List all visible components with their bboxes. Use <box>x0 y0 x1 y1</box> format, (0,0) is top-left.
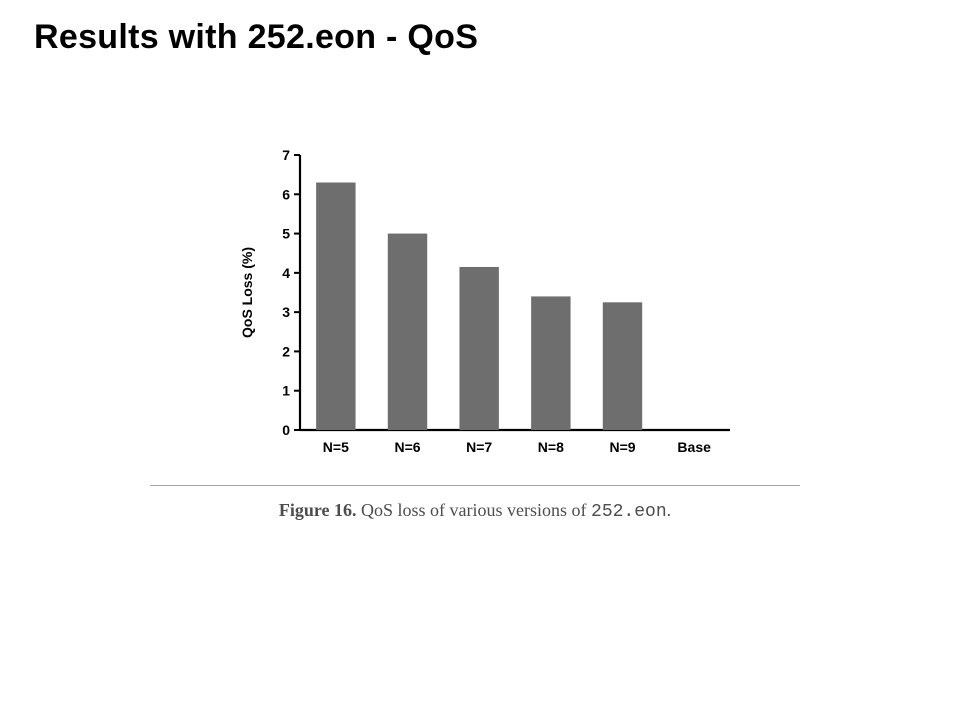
svg-text:1: 1 <box>282 383 290 399</box>
svg-text:4: 4 <box>282 265 290 281</box>
svg-text:5: 5 <box>282 226 290 242</box>
figure-caption: Figure 16. QoS loss of various versions … <box>150 500 800 522</box>
svg-text:N=6: N=6 <box>394 439 420 455</box>
svg-text:0: 0 <box>282 422 290 438</box>
svg-text:QoS Loss (%): QoS Loss (%) <box>239 247 255 338</box>
caption-body: QoS loss of various versions of <box>361 500 591 520</box>
page-title: Results with 252.eon - QoS <box>34 18 478 57</box>
svg-text:3: 3 <box>282 304 290 320</box>
svg-text:N=5: N=5 <box>323 439 349 455</box>
caption-suffix: . <box>667 500 672 520</box>
caption-label: Figure 16. <box>279 500 357 520</box>
svg-text:N=9: N=9 <box>609 439 635 455</box>
svg-text:N=8: N=8 <box>538 439 564 455</box>
qos-bar-chart: 0 1 2 3 4 5 6 7 QoS Loss (%) N=5 N=6 N=7 N=8 N=9 Base <box>220 145 740 468</box>
svg-text:Base: Base <box>677 439 711 455</box>
caption-divider <box>150 485 800 486</box>
svg-text:6: 6 <box>282 186 290 202</box>
caption-code: 252.eon <box>591 502 667 522</box>
svg-text:N=7: N=7 <box>466 439 492 455</box>
svg-text:7: 7 <box>282 147 290 163</box>
svg-text:2: 2 <box>282 343 290 359</box>
